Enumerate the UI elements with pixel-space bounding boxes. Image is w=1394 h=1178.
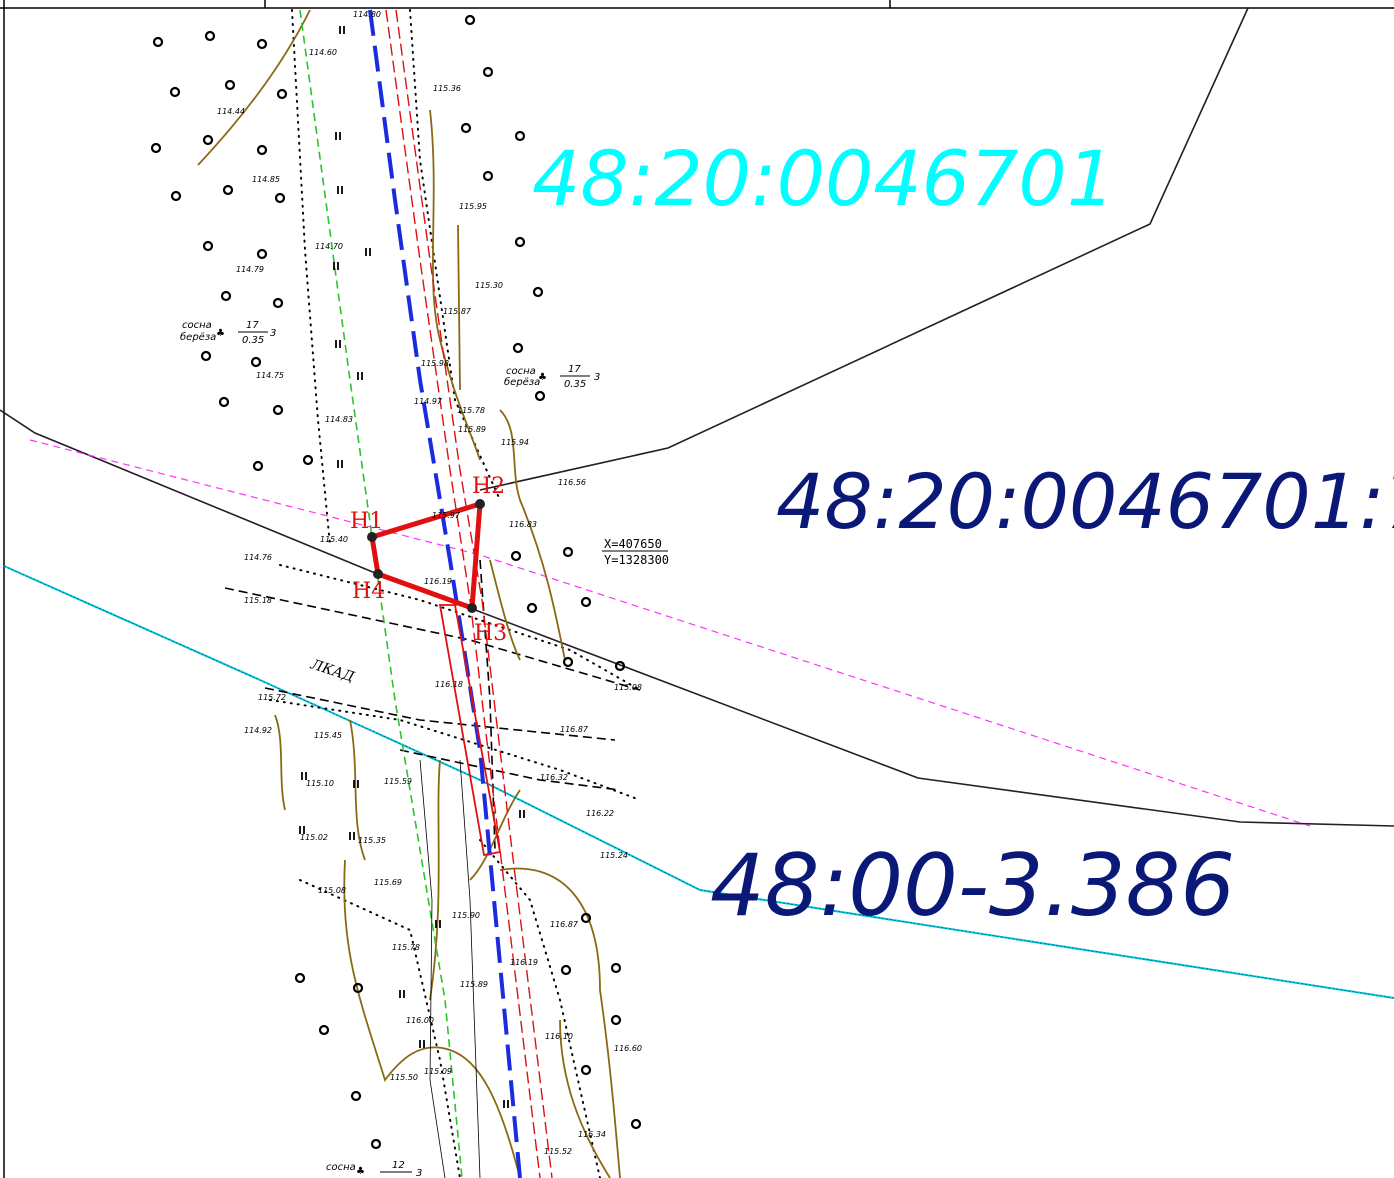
svg-text:114.60: 114.60 <box>309 48 337 57</box>
svg-text:114.44: 114.44 <box>217 107 245 116</box>
svg-text:♣: ♣ <box>538 372 547 383</box>
svg-text:17: 17 <box>246 320 259 331</box>
svg-text:115.87: 115.87 <box>443 307 472 316</box>
quarter-boundary <box>0 7 1394 827</box>
svg-text:115.59: 115.59 <box>384 777 412 786</box>
svg-text:115.89: 115.89 <box>458 425 486 434</box>
svg-text:Y=1328300: Y=1328300 <box>604 553 669 567</box>
svg-text:114.76: 114.76 <box>244 553 272 562</box>
tree-symbols <box>150 14 642 1150</box>
svg-text:114.83: 114.83 <box>325 415 353 424</box>
svg-text:берёза: берёза <box>504 376 540 388</box>
svg-text:116.22: 116.22 <box>586 809 614 818</box>
spot-elevations: 114.80 114.60 114.44 114.85 114.79 114.7… <box>217 10 642 1156</box>
corridor-outline <box>438 604 502 857</box>
svg-text:114.92: 114.92 <box>244 726 272 735</box>
svg-text:3: 3 <box>594 372 600 383</box>
grid-coordinate: X=407650 Y=1328300 <box>602 537 669 567</box>
tree-annotation-left: сосна берёза ♣ 17 0.35 3 <box>180 320 276 346</box>
svg-text:116.00: 116.00 <box>406 1016 434 1025</box>
svg-text:115.78: 115.78 <box>392 943 420 952</box>
svg-text:115.72: 115.72 <box>258 693 286 702</box>
svg-text:17: 17 <box>568 364 581 375</box>
svg-text:115.69: 115.69 <box>374 878 402 887</box>
svg-text:116.56: 116.56 <box>558 478 586 487</box>
road-edges <box>269 9 641 1178</box>
svg-text:115.36: 115.36 <box>433 84 461 93</box>
contour-lines <box>197 9 621 1178</box>
svg-text:116.18: 116.18 <box>435 680 463 689</box>
svg-text:115.97: 115.97 <box>432 511 461 520</box>
svg-text:115.52: 115.52 <box>544 1147 572 1156</box>
vegetation-marks <box>299 26 525 1108</box>
svg-text:116.10: 116.10 <box>545 1032 573 1041</box>
svg-text:114.97: 114.97 <box>414 397 443 406</box>
svg-text:115.89: 115.89 <box>460 980 488 989</box>
svg-text:114.85: 114.85 <box>252 175 280 184</box>
survey-line <box>368 9 522 1178</box>
svg-text:3: 3 <box>270 328 276 339</box>
svg-text:116.32: 116.32 <box>540 773 568 782</box>
svg-text:♣: ♣ <box>356 1166 365 1177</box>
svg-text:3: 3 <box>416 1168 422 1178</box>
cadastral-quarter-label: 48:20:0046701 <box>532 134 1115 223</box>
svg-text:116.87: 116.87 <box>560 725 589 734</box>
road-name: ЛКАД <box>308 656 357 685</box>
tree-annotation-bottom: сосна ♣ 12 3 <box>326 1160 422 1178</box>
svg-text:сосна: сосна <box>182 320 212 331</box>
svg-text:114.70: 114.70 <box>315 242 343 251</box>
svg-text:115.30: 115.30 <box>475 281 503 290</box>
svg-text:♣: ♣ <box>216 328 225 339</box>
vertex-label-n1: Н1 <box>350 509 383 534</box>
svg-text:115.02: 115.02 <box>300 833 328 842</box>
svg-text:116.19: 116.19 <box>424 577 452 586</box>
zone-number-label: 48:00-3.386 <box>710 836 1235 936</box>
svg-text:114.79: 114.79 <box>236 265 264 274</box>
svg-text:116.60: 116.60 <box>614 1044 642 1053</box>
svg-text:115.95: 115.95 <box>459 202 487 211</box>
svg-text:115.40: 115.40 <box>320 535 348 544</box>
svg-text:сосна: сосна <box>506 366 536 377</box>
svg-text:114.80: 114.80 <box>353 10 381 19</box>
parcel-number-label: 48:20:0046701:70 <box>776 457 1394 546</box>
svg-text:115.09: 115.09 <box>424 1067 452 1076</box>
svg-text:115.50: 115.50 <box>390 1073 418 1082</box>
vertex-label-n4: Н4 <box>352 579 385 604</box>
svg-text:116.19: 116.19 <box>510 958 538 967</box>
svg-text:сосна: сосна <box>326 1162 356 1173</box>
svg-text:X=407650: X=407650 <box>604 537 662 551</box>
svg-text:12: 12 <box>392 1160 405 1171</box>
svg-text:115.08: 115.08 <box>318 886 346 895</box>
svg-text:0.35: 0.35 <box>564 379 586 390</box>
svg-text:116.83: 116.83 <box>509 520 537 529</box>
svg-text:115.94: 115.94 <box>501 438 529 447</box>
svg-text:115.90: 115.90 <box>452 911 480 920</box>
vertex-label-n3: Н3 <box>474 621 507 646</box>
magenta-dashed-line <box>29 439 1311 827</box>
road-dashed-lines <box>224 559 641 851</box>
svg-text:114.75: 114.75 <box>256 371 284 380</box>
svg-text:115.35: 115.35 <box>358 836 386 845</box>
green-dashed-line <box>299 9 463 1178</box>
svg-text:115.45: 115.45 <box>314 731 342 740</box>
svg-text:берёза: берёза <box>180 331 216 343</box>
red-dashed-lines <box>385 9 553 1178</box>
svg-text:115.18: 115.18 <box>244 596 272 605</box>
svg-text:116.87: 116.87 <box>550 920 579 929</box>
svg-text:115.08: 115.08 <box>614 683 642 692</box>
svg-text:115.10: 115.10 <box>306 779 334 788</box>
svg-text:115.78: 115.78 <box>457 406 485 415</box>
svg-text:116.34: 116.34 <box>578 1130 606 1139</box>
svg-text:115.98: 115.98 <box>421 359 449 368</box>
parcel-vertices <box>367 499 485 613</box>
svg-text:0.35: 0.35 <box>242 335 264 346</box>
tree-annotation-right: сосна берёза ♣ 17 0.35 3 <box>504 364 600 390</box>
vertex-label-n2: Н2 <box>472 474 505 499</box>
svg-text:115.24: 115.24 <box>600 851 628 860</box>
